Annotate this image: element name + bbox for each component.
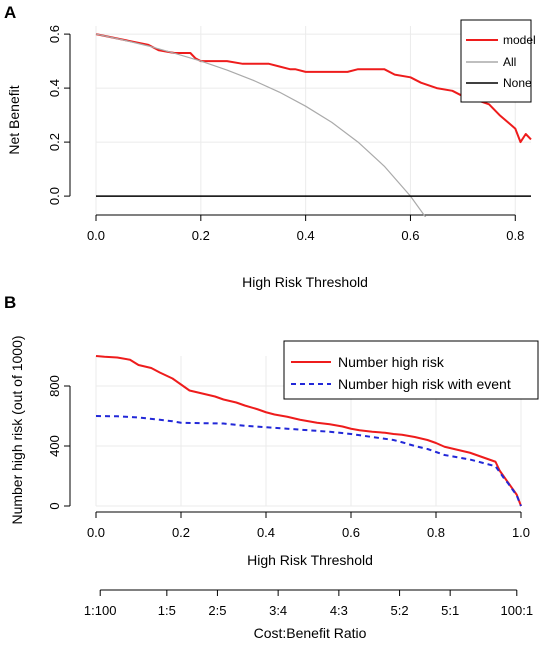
- panel-letter-b: B: [4, 293, 16, 312]
- panel-b-y-tick-label-0: 0: [47, 502, 62, 509]
- panel-b-x-tick-label-2: 0.4: [257, 525, 275, 540]
- panel-a-y-tick-label-2: 0.4: [47, 79, 62, 97]
- panel-a-y-tick-label-0: 0.0: [47, 187, 62, 205]
- legend-label-model: model: [503, 33, 536, 47]
- cost-tick-label-5: 5:2: [391, 603, 409, 618]
- panel-b-x-axis-label: High Risk Threshold: [247, 552, 373, 568]
- panel-b-x-tick-label-3: 0.6: [342, 525, 360, 540]
- panel-a-legend: model All None: [460, 19, 536, 103]
- panel-a-plot: 0.0 0.2 0.4 0.6 0.8 0.0 0.2 0.4 0.6: [47, 25, 532, 243]
- legend-label-none: None: [503, 76, 532, 90]
- cost-tick-label-7: 100:1: [501, 603, 534, 618]
- panel-a-y-tick-label-1: 0.2: [47, 133, 62, 151]
- panel-b-y-tick-label-2: 800: [47, 375, 62, 397]
- panel-a-x-tick-label-1: 0.2: [192, 228, 210, 243]
- panel-a-y-axis-label: Net Benefit: [6, 85, 22, 154]
- legend-label-number-high-risk-with-event: Number high risk with event: [338, 376, 511, 392]
- cost-tick-label-3: 3:4: [269, 603, 287, 618]
- panel-a-x-tick-label-4: 0.8: [506, 228, 524, 243]
- panel-b-x-tick-label-0: 0.0: [87, 525, 105, 540]
- panel-a-x-axis-label: High Risk Threshold: [242, 274, 368, 290]
- panel-b-legend: Number high risk Number high risk with e…: [283, 340, 539, 400]
- cost-benefit-axis-label: Cost:Benefit Ratio: [254, 625, 367, 641]
- cost-benefit-axis: 1:100 1:5 2:5 3:4 4:3 5:2 5:1 100:1: [84, 589, 534, 618]
- panel-a-x-tick-label-3: 0.6: [401, 228, 419, 243]
- panel-a-legend-box: [460, 19, 532, 103]
- panel-b-x-tick-label-5: 1.0: [512, 525, 530, 540]
- panel-b-y-axis-label: Number high risk (out of 1000): [9, 335, 25, 524]
- legend-label-all: All: [503, 55, 516, 69]
- cost-tick-label-1: 1:5: [158, 603, 176, 618]
- panel-letter-a: A: [4, 3, 16, 22]
- cost-tick-label-2: 2:5: [208, 603, 226, 618]
- panel-b-y-tick-label-1: 400: [47, 435, 62, 457]
- panel-b-series-number-high-risk-with-event: [95, 415, 522, 507]
- cost-tick-label-4: 4:3: [330, 603, 348, 618]
- panel-b-legend-box: [283, 340, 539, 400]
- legend-label-number-high-risk: Number high risk: [338, 354, 445, 370]
- cost-tick-label-6: 5:1: [441, 603, 459, 618]
- panel-a-series-all: [95, 33, 427, 217]
- panel-b-x-tick-label-1: 0.2: [172, 525, 190, 540]
- panel-b-series-number-high-risk: [95, 355, 522, 507]
- panel-b-x-tick-label-4: 0.8: [427, 525, 445, 540]
- panel-a-x-tick-label-2: 0.4: [297, 228, 315, 243]
- panel-a-x-tick-label-0: 0.0: [87, 228, 105, 243]
- cost-tick-label-0: 1:100: [84, 603, 117, 618]
- panel-a-y-tick-label-3: 0.6: [47, 25, 62, 43]
